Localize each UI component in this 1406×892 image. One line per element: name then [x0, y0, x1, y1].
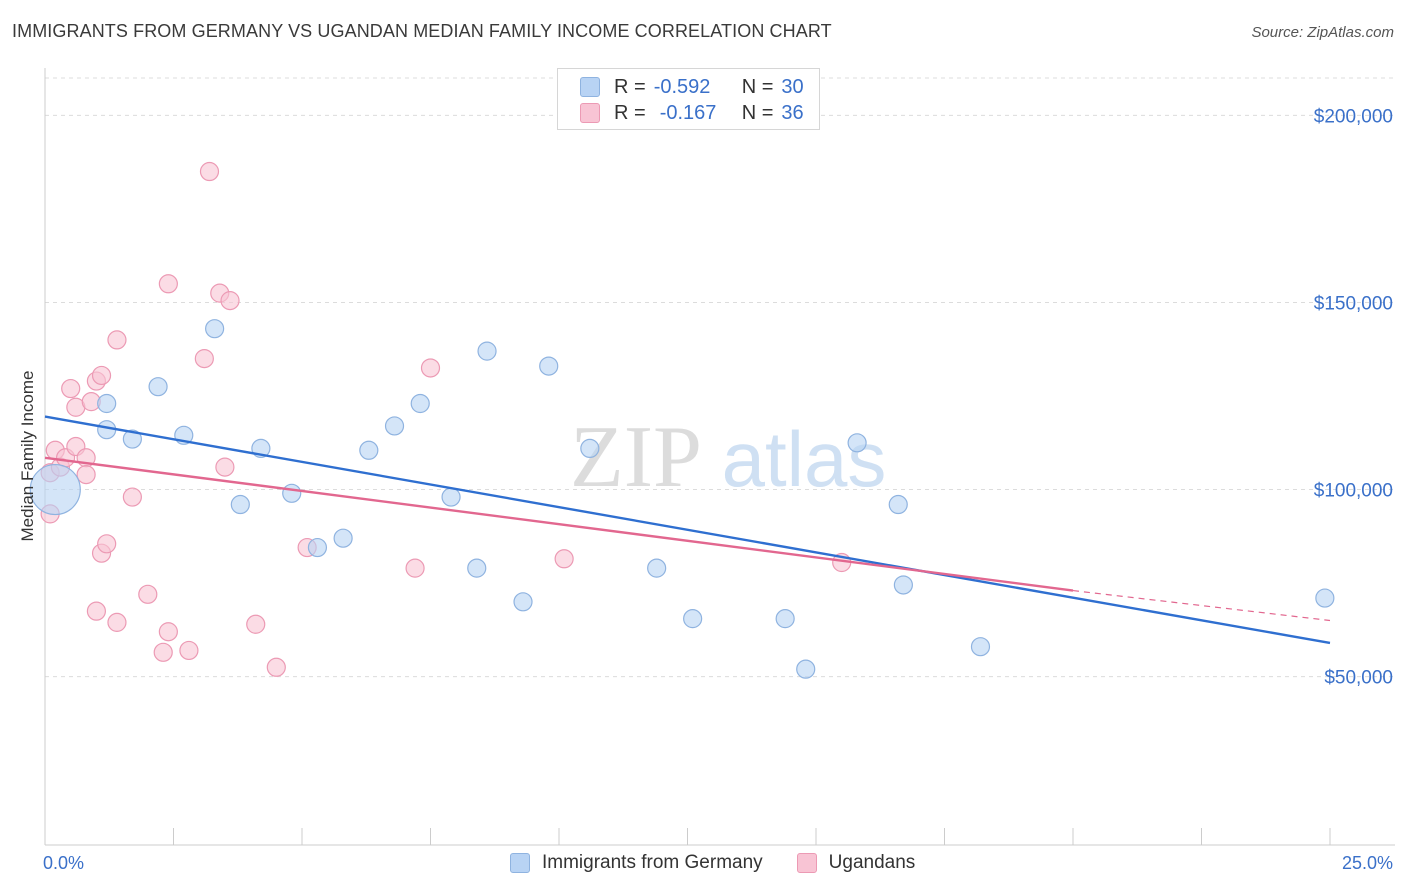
germany-point: [467, 558, 487, 578]
ugandans-point: [153, 642, 173, 662]
y-tick-label: $100,000: [1314, 481, 1393, 502]
ugandans-point: [86, 601, 107, 621]
legend-n-label: N =: [741, 101, 774, 124]
germany-point: [282, 483, 302, 503]
legend-row-germany: R = -0.592 N = 30: [580, 75, 804, 99]
legend-swatch-blue: [510, 853, 530, 873]
axis-labels: $50,000 $100,000 $150,000 $200,000 0.0% 25.0%: [43, 106, 1393, 873]
ugandans-point: [199, 161, 220, 182]
bottom-legend-ugandans: Ugandans: [796, 852, 916, 874]
legend-n-label: N =: [741, 75, 774, 98]
germany-point: [580, 438, 600, 459]
axes: [44, 68, 1395, 846]
ugandans-point: [91, 365, 112, 386]
legend-n-value: 30: [781, 75, 804, 98]
y-tick-label: $50,000: [1324, 668, 1393, 689]
germany-point: [970, 637, 991, 657]
germany-point: [29, 463, 81, 516]
ugandans-trend-line: [44, 456, 1074, 592]
legend-r-label: R =: [614, 75, 646, 98]
germany-point: [333, 528, 353, 548]
ugandans-point: [405, 558, 425, 578]
ugandans-point: [61, 378, 81, 399]
germany-point: [775, 609, 795, 629]
watermark-atlas: atlas: [722, 415, 887, 503]
legend-r-label: R =: [614, 101, 646, 124]
y-tick-label: $150,000: [1314, 293, 1393, 314]
chart-title: IMMIGRANTS FROM GERMANY VS UGANDAN MEDIA…: [12, 21, 832, 41]
ugandans-point: [122, 487, 142, 507]
ugandans-point: [215, 457, 235, 477]
ugandans-point: [107, 330, 127, 350]
legend-n-value: 36: [781, 101, 804, 124]
germany-point: [384, 416, 405, 436]
x-tick-label: 0.0%: [43, 853, 84, 873]
germany-trend-line: [44, 415, 1331, 645]
ugandans-point: [554, 549, 574, 569]
ugandans-point: [97, 534, 117, 554]
legend-r-value: -0.592: [653, 75, 711, 98]
germany-point: [307, 537, 328, 558]
germany-point: [683, 609, 703, 629]
ugandans-point: [179, 640, 199, 661]
germany-point: [122, 429, 142, 449]
ugandans-point: [220, 291, 240, 311]
ugandans-point: [266, 657, 286, 677]
germany-point: [513, 592, 533, 612]
germany-point: [97, 393, 117, 414]
germany-point: [796, 659, 816, 679]
germany-point: [205, 319, 225, 339]
germany-point: [410, 393, 430, 414]
bottom-legend-germany: Immigrants from Germany: [510, 852, 763, 874]
ugandans-point: [158, 274, 178, 294]
bottom-legend: Immigrants from Germany Ugandans: [510, 852, 949, 874]
trend-lines: [44, 415, 1331, 645]
germany-point: [230, 494, 250, 515]
legend-label-germany: Immigrants from Germany: [542, 852, 763, 873]
stats-legend: R = -0.592 N = 30 R = -0.167 N = 36: [557, 68, 820, 130]
germany-points: [29, 319, 1335, 679]
y-tick-label: $200,000: [1314, 106, 1393, 127]
legend-row-ugandans: R = -0.167 N = 36: [580, 101, 804, 125]
watermark: ZIP atlas: [570, 409, 886, 506]
germany-point: [847, 433, 867, 453]
ugandans-point: [107, 612, 127, 632]
ugandans-point: [76, 464, 96, 485]
legend-swatch-pink: [796, 853, 817, 873]
ugandans-point: [246, 614, 266, 634]
germany-point: [893, 575, 913, 595]
germany-point: [539, 356, 559, 376]
legend-r-value: -0.167: [659, 101, 717, 124]
germany-point: [441, 487, 461, 507]
grid: [45, 77, 1395, 678]
ugandans-point: [158, 622, 178, 642]
germany-point: [148, 377, 168, 397]
x-tick-label: 25.0%: [1342, 853, 1393, 873]
ugandans-point: [420, 358, 441, 378]
germany-point: [888, 494, 908, 515]
ugandans-point: [194, 349, 214, 369]
ugandans-point: [138, 584, 158, 604]
legend-swatch-pink: [580, 103, 600, 123]
germany-point: [477, 341, 497, 361]
germany-point: [1315, 588, 1335, 608]
germany-point: [359, 440, 379, 460]
germany-point: [647, 558, 667, 578]
legend-swatch-blue: [580, 77, 600, 97]
y-axis-title: Median Family Income: [18, 370, 37, 541]
source-credit: Source: ZipAtlas.com: [1251, 24, 1394, 41]
legend-label-ugandans: Ugandans: [828, 852, 916, 873]
